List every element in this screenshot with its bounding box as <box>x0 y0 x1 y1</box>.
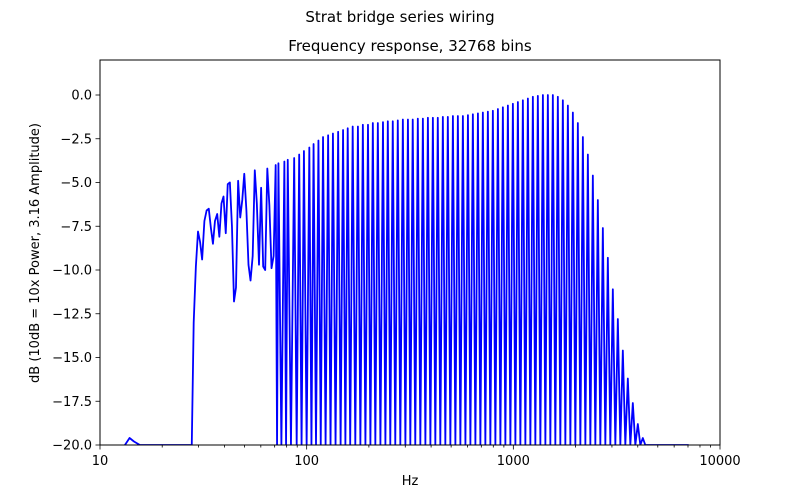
y-axis-ticks: −20.0 −17.5 −15.0 −12.5 −10.0 −7.5 −5.0 −2.5 0.0 <box>52 89 100 454</box>
x-axis-ticks: 10 100 1000 10000 <box>92 445 741 469</box>
y-tick-label: −17.5 <box>52 395 92 410</box>
y-tick-label: −2.5 <box>60 132 92 147</box>
y-tick-label: −15.0 <box>52 351 92 366</box>
y-tick-label: −5.0 <box>60 176 92 191</box>
axes-frame <box>99 59 721 446</box>
y-tick-label: −7.5 <box>60 220 92 235</box>
figure-suptitle: Strat bridge series wiring <box>305 8 494 26</box>
y-axis-label: dB (10dB = 10x Power, 3.16 Amplitude) <box>28 123 43 383</box>
chart-title: Frequency response, 32768 bins <box>288 37 532 55</box>
y-tick-label: −12.5 <box>52 307 92 322</box>
y-tick-label: −20.0 <box>52 439 92 454</box>
x-axis-label: Hz <box>402 474 419 489</box>
x-tick-label: 1000 <box>497 454 530 469</box>
plot-area: 10 100 1000 10000 −20.0 −17.5 −15.0 −12.5 −10.0… <box>52 59 741 469</box>
x-tick-label: 100 <box>294 454 319 469</box>
y-tick-label: 0.0 <box>71 89 92 104</box>
series-line <box>124 94 689 445</box>
x-tick-label: 10 <box>92 454 109 469</box>
series-layer <box>124 94 689 445</box>
x-tick-label: 10000 <box>699 454 740 469</box>
y-tick-label: −10.0 <box>52 264 92 279</box>
